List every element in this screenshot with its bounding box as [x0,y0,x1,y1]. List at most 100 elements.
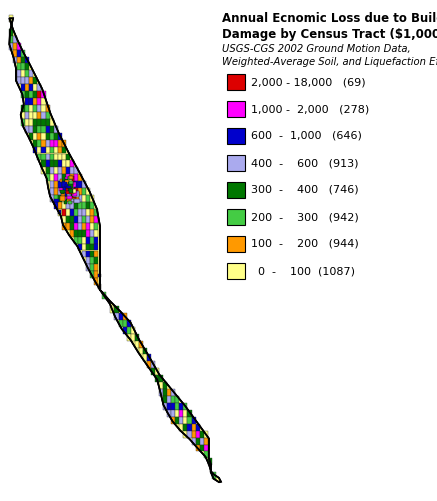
Bar [82,230,86,236]
Bar [61,191,64,194]
Bar [66,202,70,209]
Bar [62,188,66,195]
Bar [82,250,86,258]
Bar [58,160,62,167]
Bar [9,43,13,50]
Bar [66,188,70,195]
Bar [66,190,71,193]
Bar [29,119,33,126]
Bar [54,195,58,202]
Bar [71,192,75,197]
Bar [62,202,66,209]
Bar [33,133,38,140]
Bar [227,263,245,279]
Bar [54,140,58,147]
Bar [66,179,69,182]
Bar [42,140,45,147]
Bar [114,313,118,320]
Bar [78,188,82,195]
Bar [33,91,38,98]
Bar [73,190,77,196]
Bar [62,153,66,160]
Bar [82,243,86,250]
Bar [86,258,90,265]
Bar [62,195,66,202]
Text: Weighted-Average Soil, and Liquefaction Effect: Weighted-Average Soil, and Liquefaction … [222,57,437,67]
Bar [54,202,58,209]
Bar [45,119,50,126]
Bar [69,196,71,201]
Bar [90,202,94,209]
Bar [204,437,208,444]
Bar [66,153,70,160]
Bar [74,167,78,174]
Bar [74,236,78,243]
Bar [78,223,82,230]
Text: 400  -    600   (913): 400 - 600 (913) [251,158,358,168]
Bar [69,190,72,194]
Bar [62,174,66,181]
Bar [58,174,62,181]
Bar [191,417,196,424]
Bar [196,444,200,451]
Bar [78,174,82,181]
Bar [135,334,139,341]
Bar [38,133,42,140]
Bar [29,91,33,98]
Bar [66,186,70,188]
Bar [58,147,62,153]
Bar [45,147,50,153]
Bar [62,147,66,153]
Bar [66,180,71,186]
Bar [90,230,94,236]
Bar [13,43,17,50]
Bar [78,181,82,188]
Bar [66,191,72,194]
Bar [58,133,62,140]
Bar [187,417,191,424]
Bar [9,36,13,43]
Bar [58,188,62,195]
Bar [33,77,38,84]
Bar [59,188,62,191]
Bar [66,183,69,186]
Bar [71,182,76,187]
Bar [70,216,74,223]
Bar [111,306,114,313]
Bar [70,223,74,230]
Bar [94,216,98,223]
Bar [25,105,29,112]
Bar [42,133,45,140]
Bar [151,368,155,375]
Bar [94,209,98,216]
Bar [163,396,167,403]
Bar [179,403,184,410]
Bar [74,202,78,209]
Bar [90,223,94,230]
Bar [25,126,29,133]
Bar [54,133,58,140]
Bar [90,195,94,202]
Text: 200  -    300   (942): 200 - 300 (942) [251,212,359,222]
Bar [70,167,74,174]
Text: 300  -    400   (746): 300 - 400 (746) [251,185,359,195]
Bar [29,98,33,105]
Bar [70,195,74,202]
Bar [33,147,38,153]
Bar [70,193,76,198]
Bar [227,101,245,117]
Bar [65,177,68,182]
Bar [227,236,245,252]
Bar [212,472,216,479]
Bar [167,389,171,396]
Bar [50,140,54,147]
Bar [38,126,42,133]
Bar [167,410,171,417]
Bar [82,236,86,243]
Bar [21,50,25,57]
Bar [68,188,72,192]
Bar [69,180,72,185]
Bar [90,265,94,271]
Bar [204,431,208,437]
Bar [33,98,38,105]
